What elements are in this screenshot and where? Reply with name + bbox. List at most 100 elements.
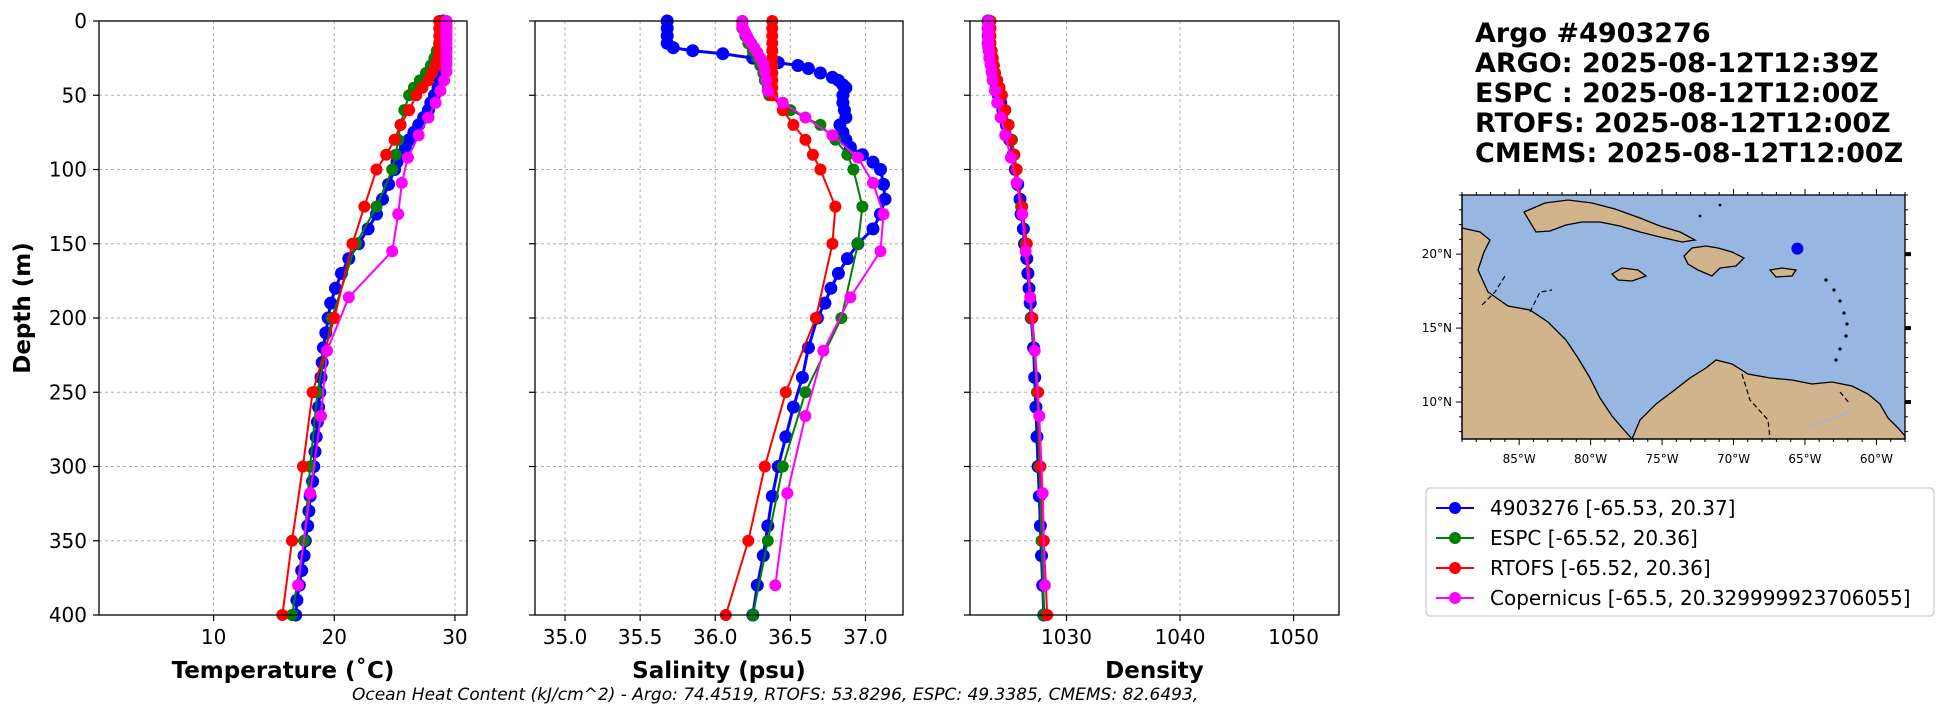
x-tick-label: 36.0: [693, 625, 738, 649]
data-point: [799, 111, 812, 124]
x-tick-label: 35.0: [543, 625, 588, 649]
island-dot: [1842, 311, 1846, 315]
data-point: [851, 151, 864, 164]
data-point: [878, 192, 892, 206]
map-x-tick-label: 60°W: [1860, 452, 1893, 466]
lesser-antilles-islands: [1698, 203, 1849, 362]
data-point: [781, 487, 794, 500]
map-land: [1461, 195, 1906, 440]
border-south-america: [1741, 373, 1771, 440]
data-point: [786, 400, 800, 414]
cuba-island: [1523, 199, 1698, 243]
hispaniola-island: [1683, 245, 1746, 277]
data-point: [831, 266, 845, 280]
data-point: [801, 62, 815, 75]
x-tick-label: 1040: [1155, 625, 1206, 649]
data-point: [395, 176, 408, 189]
x-tick-label: 30: [442, 625, 467, 649]
map-y-tick-label: 15°N: [1422, 321, 1452, 335]
data-point: [286, 534, 298, 547]
data-point: [361, 222, 375, 236]
series-rtofs: [719, 15, 842, 621]
south-america-landmass: [1631, 359, 1906, 440]
y-tick-label: 300: [49, 455, 87, 479]
profile-panel-2: 35.0 35.5 36.0 36.5 37.0 Salinity (psu): [529, 14, 904, 684]
data-point: [826, 237, 839, 250]
x-axis-label: Density: [1105, 658, 1204, 684]
data-point: [826, 129, 839, 142]
series-copernicus: [736, 15, 890, 592]
data-point: [403, 104, 416, 117]
profile-panel-3: 1030 1040 1050 Density: [964, 14, 1340, 684]
title-line-float: Argo #4903276: [1475, 18, 1711, 49]
legend-box: [1425, 487, 1935, 617]
data-point: [750, 578, 764, 592]
border-mexico: [1481, 275, 1506, 306]
data-point: [716, 47, 730, 61]
map-x-tick-label: 70°W: [1717, 452, 1750, 466]
jamaica-island: [1610, 267, 1648, 282]
data-point: [866, 222, 880, 236]
x-tick-label: 20: [322, 625, 347, 649]
y-tick-label: 200: [49, 306, 87, 330]
data-point: [389, 148, 402, 161]
data-point: [1033, 410, 1046, 422]
data-point: [1038, 579, 1051, 592]
data-point: [297, 549, 311, 563]
data-point: [301, 519, 315, 533]
data-point: [813, 66, 827, 80]
data-point: [760, 74, 773, 87]
data-point: [666, 41, 680, 55]
x-axis-label: Temperature (˚C): [172, 657, 395, 684]
puerto-rico-island: [1768, 267, 1798, 278]
island-dot: [1838, 347, 1842, 351]
data-point: [686, 44, 700, 58]
data-point: [874, 245, 887, 258]
data-point: [324, 296, 338, 310]
data-point: [422, 111, 435, 124]
legend-label: Copernicus [-65.5, 20.329999923706055]: [1490, 586, 1911, 610]
location-map: 85°W 80°W 75°W 70°W 65°W 60°W 20°N 15°N 10°N: [1422, 189, 1911, 466]
series-copernicus: [292, 15, 453, 592]
legend-marker: [1449, 532, 1461, 544]
data-point: [985, 65, 998, 78]
legend: 4903276 [-65.53, 20.37] ESPC [-65.52, 20.…: [1425, 487, 1935, 617]
data-point: [799, 386, 812, 399]
data-point: [818, 296, 832, 310]
data-point: [392, 208, 405, 221]
x-axis-label: Salinity (psu): [632, 658, 806, 684]
data-point: [806, 148, 819, 161]
y-tick-label: 150: [49, 232, 87, 256]
data-point: [779, 386, 792, 399]
river-south-america: [1809, 409, 1853, 427]
legend-entry: ESPC [-65.52, 20.36]: [1436, 526, 1698, 550]
title-line-cmems-time: CMEMS: 2025-08-12T12:00Z: [1475, 138, 1903, 169]
island-dot: [1824, 278, 1828, 282]
x-tick-label: 1030: [1041, 625, 1092, 649]
legend-marker: [1449, 592, 1461, 604]
map-rivers: [1809, 409, 1853, 427]
profile-panels: 10 20 30050100150200250300350400Temperatur…: [49, 9, 1340, 684]
legend-marker: [1449, 562, 1461, 574]
legend-label: 4903276 [-65.53, 20.37]: [1490, 496, 1735, 520]
data-point: [1034, 460, 1047, 473]
x-tick-label: 35.5: [618, 625, 663, 649]
data-point: [799, 410, 812, 422]
map-frame: [1461, 194, 1906, 440]
map-x-tick-label: 65°W: [1788, 452, 1821, 466]
y-tick-label: 350: [49, 529, 87, 553]
title-line-espc-time: ESPC : 2025-08-12T12:00Z: [1475, 78, 1879, 109]
data-point: [401, 151, 414, 164]
y-tick-label: 50: [62, 83, 87, 107]
data-point: [795, 370, 809, 384]
data-point: [386, 163, 399, 176]
data-point: [991, 96, 1004, 109]
data-point: [1004, 151, 1017, 164]
depth-axis-label: Depth (m): [10, 242, 36, 374]
data-point: [814, 118, 827, 131]
data-point: [328, 312, 341, 324]
legend-label: ESPC [-65.52, 20.36]: [1490, 526, 1698, 550]
data-point: [840, 252, 854, 266]
data-point: [321, 344, 333, 357]
data-point: [346, 237, 359, 250]
